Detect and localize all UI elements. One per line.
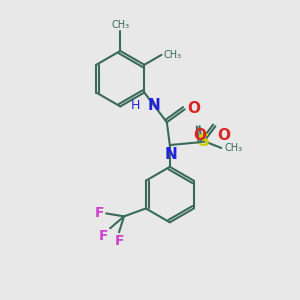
Text: CH₃: CH₃ xyxy=(111,20,129,30)
Text: S: S xyxy=(197,132,209,150)
Text: CH₃: CH₃ xyxy=(224,143,242,153)
Text: O: O xyxy=(188,101,201,116)
Text: N: N xyxy=(148,98,160,113)
Text: O: O xyxy=(193,128,206,143)
Text: F: F xyxy=(114,234,124,248)
Text: CH₃: CH₃ xyxy=(164,50,181,60)
Text: F: F xyxy=(95,206,104,220)
Text: H: H xyxy=(130,99,140,112)
Text: F: F xyxy=(99,229,108,243)
Text: O: O xyxy=(218,128,230,143)
Text: N: N xyxy=(164,147,177,162)
